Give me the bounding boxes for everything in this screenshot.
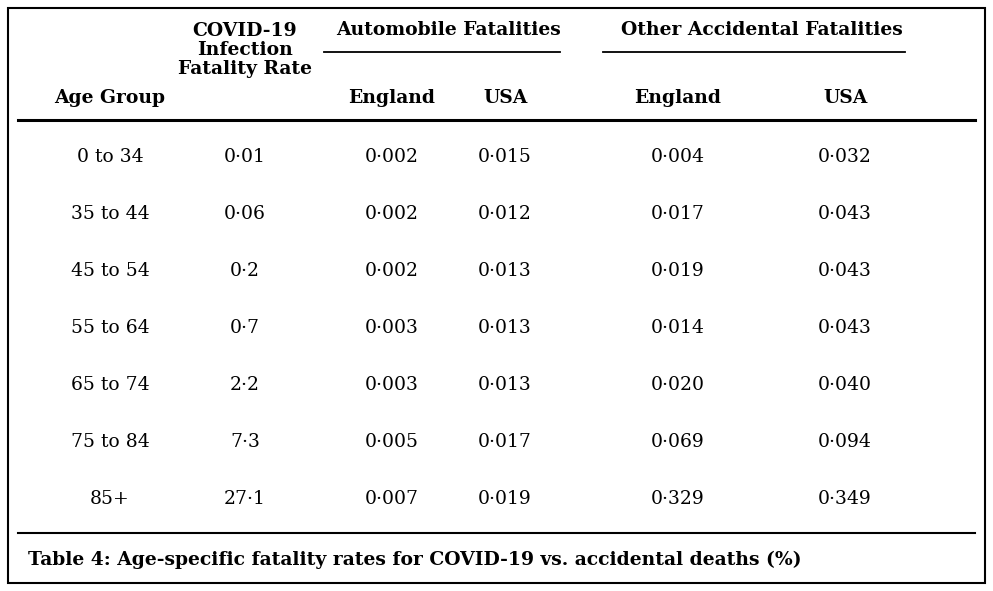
Text: 0·2: 0·2 xyxy=(230,262,260,280)
Text: 0·094: 0·094 xyxy=(818,433,872,451)
Text: 0·003: 0·003 xyxy=(365,376,419,394)
Text: USA: USA xyxy=(483,89,527,107)
Text: 65 to 74: 65 to 74 xyxy=(71,376,149,394)
Text: 85+: 85+ xyxy=(90,490,130,508)
Text: USA: USA xyxy=(823,89,867,107)
Text: 0·7: 0·7 xyxy=(230,319,260,337)
Text: 75 to 84: 75 to 84 xyxy=(71,433,149,451)
Text: Table 4: Age-specific fatality rates for COVID-19 vs. accidental deaths (%): Table 4: Age-specific fatality rates for… xyxy=(28,551,801,569)
Text: 0·017: 0·017 xyxy=(478,433,532,451)
Text: 0·329: 0·329 xyxy=(651,490,705,508)
Text: 0·020: 0·020 xyxy=(651,376,705,394)
Text: 55 to 64: 55 to 64 xyxy=(71,319,149,337)
Text: England: England xyxy=(349,89,436,107)
Text: 0·013: 0·013 xyxy=(478,319,532,337)
Text: Automobile Fatalities: Automobile Fatalities xyxy=(336,21,561,39)
Text: 0·015: 0·015 xyxy=(478,148,532,166)
Text: 0·349: 0·349 xyxy=(818,490,872,508)
Text: 0·002: 0·002 xyxy=(365,205,419,223)
Text: 0·005: 0·005 xyxy=(365,433,419,451)
Text: 0·019: 0·019 xyxy=(651,262,705,280)
Text: 0·002: 0·002 xyxy=(365,148,419,166)
Text: 27·1: 27·1 xyxy=(224,490,266,508)
Text: 35 to 44: 35 to 44 xyxy=(71,205,149,223)
Text: 0·002: 0·002 xyxy=(365,262,419,280)
Text: 0·004: 0·004 xyxy=(651,148,705,166)
Text: 0 to 34: 0 to 34 xyxy=(76,148,143,166)
Text: Other Accidental Fatalities: Other Accidental Fatalities xyxy=(621,21,903,39)
Text: 0·013: 0·013 xyxy=(478,376,532,394)
Text: 0·043: 0·043 xyxy=(818,262,872,280)
Text: Fatality Rate: Fatality Rate xyxy=(178,60,312,78)
Text: 0·043: 0·043 xyxy=(818,319,872,337)
Text: 0·06: 0·06 xyxy=(224,205,266,223)
Text: 7·3: 7·3 xyxy=(230,433,260,451)
Text: 0·043: 0·043 xyxy=(818,205,872,223)
Text: Age Group: Age Group xyxy=(55,89,166,107)
Text: 0·007: 0·007 xyxy=(365,490,419,508)
Text: 0·003: 0·003 xyxy=(365,319,419,337)
Text: Infection: Infection xyxy=(198,41,293,59)
Text: England: England xyxy=(635,89,722,107)
Text: 2·2: 2·2 xyxy=(230,376,260,394)
Text: 45 to 54: 45 to 54 xyxy=(71,262,149,280)
Text: 0·014: 0·014 xyxy=(651,319,705,337)
Text: 0·017: 0·017 xyxy=(651,205,705,223)
Text: 0·012: 0·012 xyxy=(478,205,532,223)
Text: COVID-19: COVID-19 xyxy=(193,22,297,40)
Text: 0·040: 0·040 xyxy=(818,376,872,394)
Text: 0·032: 0·032 xyxy=(818,148,872,166)
Text: 0·01: 0·01 xyxy=(224,148,266,166)
Text: 0·019: 0·019 xyxy=(478,490,532,508)
Text: 0·069: 0·069 xyxy=(651,433,705,451)
Text: 0·013: 0·013 xyxy=(478,262,532,280)
